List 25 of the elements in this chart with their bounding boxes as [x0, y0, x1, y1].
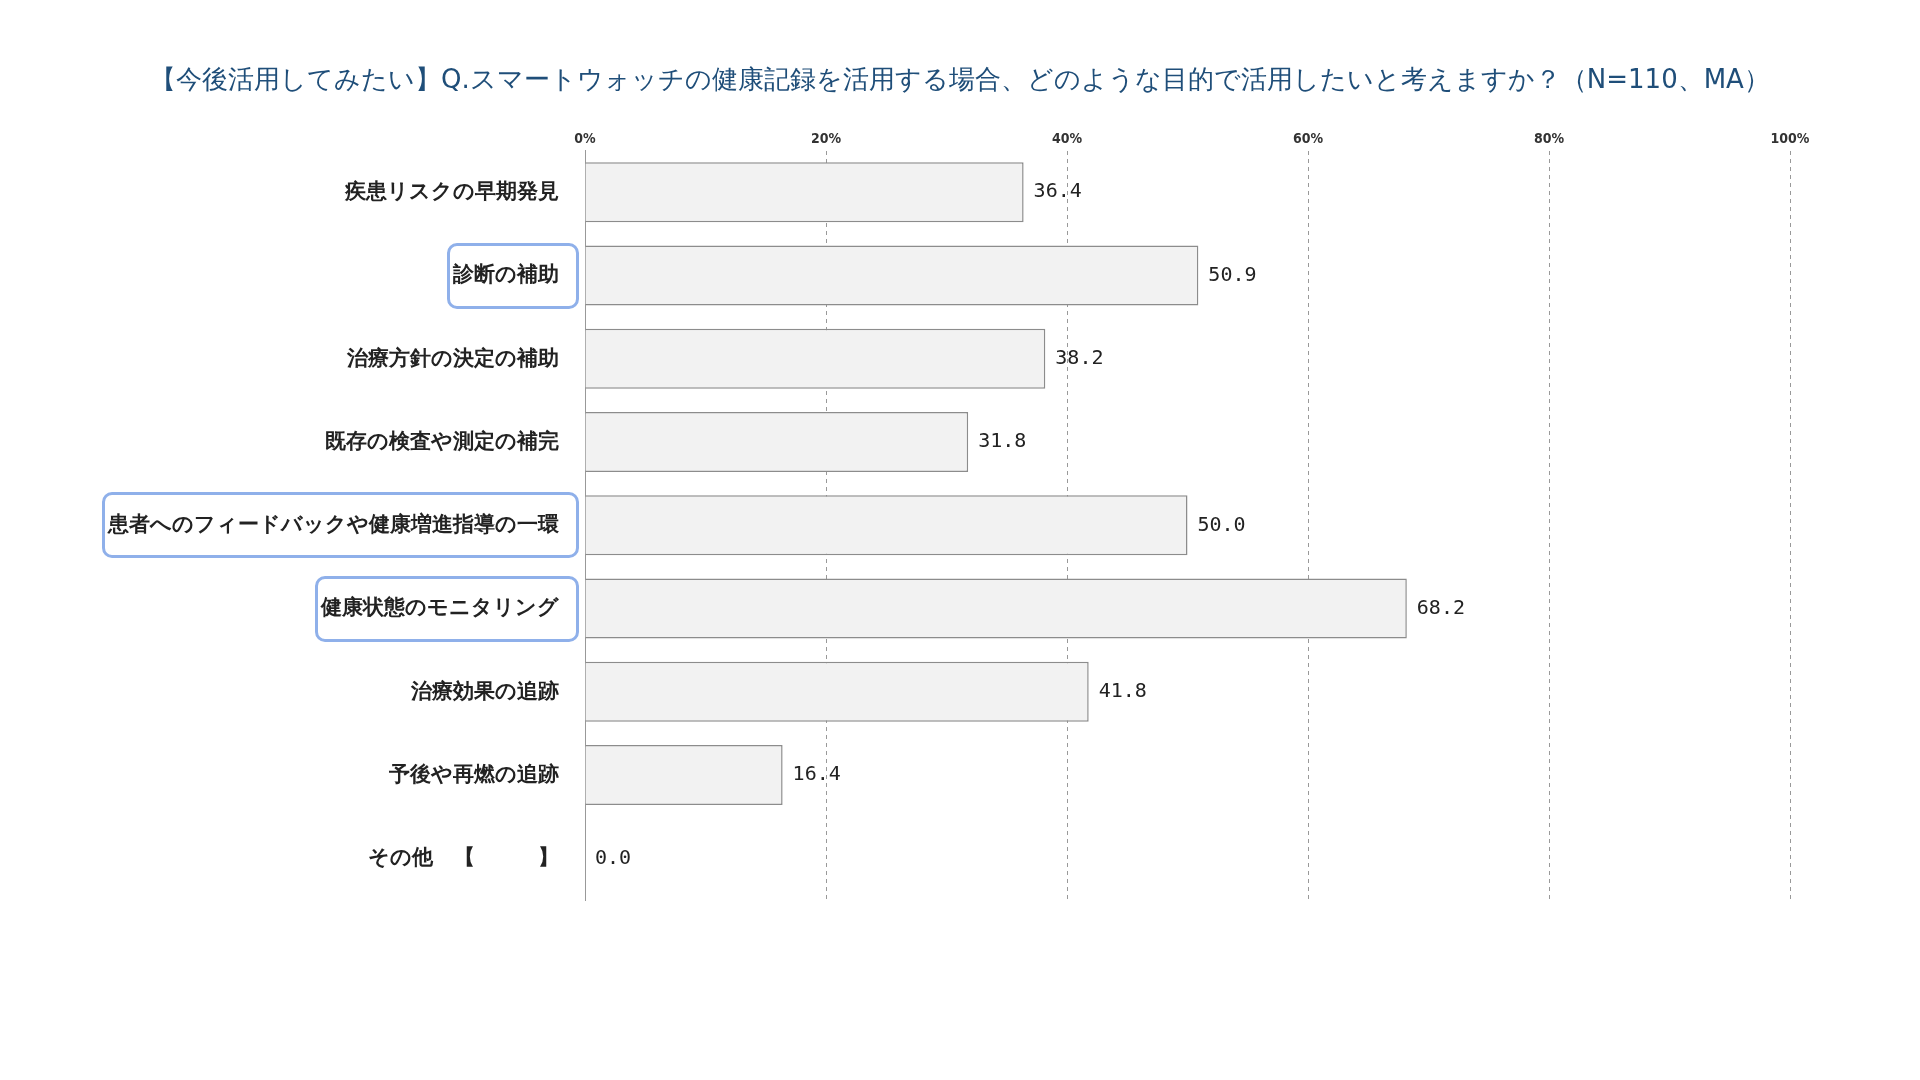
y-tick-label: 診断の補助: [452, 262, 559, 286]
y-tick-label: 既存の検査や測定の補完: [325, 428, 559, 452]
y-tick-label: 疾患リスクの早期発見: [344, 179, 559, 203]
chart-title: 【今後活用してみたい】Q.スマートウォッチの健康記録を活用する場合、どのような目的で活用したいと考えますか？（N=110、MA）: [149, 63, 1771, 96]
data-label: 36.4: [1033, 178, 1082, 203]
x-tick-label: 80%: [1533, 129, 1565, 146]
x-tick-label: 60%: [1292, 129, 1324, 146]
data-label: 0.0: [595, 844, 632, 869]
data-label: 41.8: [1098, 678, 1147, 703]
x-tick-label: 0%: [574, 129, 597, 146]
data-label: 50.0: [1197, 511, 1246, 536]
data-label: 68.2: [1416, 594, 1465, 619]
data-label: 38.2: [1055, 344, 1104, 369]
data-label: 16.4: [792, 761, 841, 786]
x-tick-label: 40%: [1051, 129, 1083, 146]
x-tick-label: 100%: [1770, 129, 1810, 146]
data-label: 50.9: [1208, 261, 1257, 286]
y-tick-label: 治療効果の追跡: [410, 678, 559, 702]
y-tick-label: 治療方針の決定の補助: [346, 345, 559, 369]
x-tick-label: 20%: [810, 129, 842, 146]
y-tick-label: 患者へのフィードバックや健康増進指導の一環: [107, 512, 560, 536]
y-tick-label: 予後や再燃の追跡: [388, 761, 559, 785]
y-tick-label: 健康状態のモニタリング: [320, 595, 559, 619]
data-label: 31.8: [978, 428, 1027, 453]
y-tick-label: その他 【 】: [368, 845, 559, 869]
